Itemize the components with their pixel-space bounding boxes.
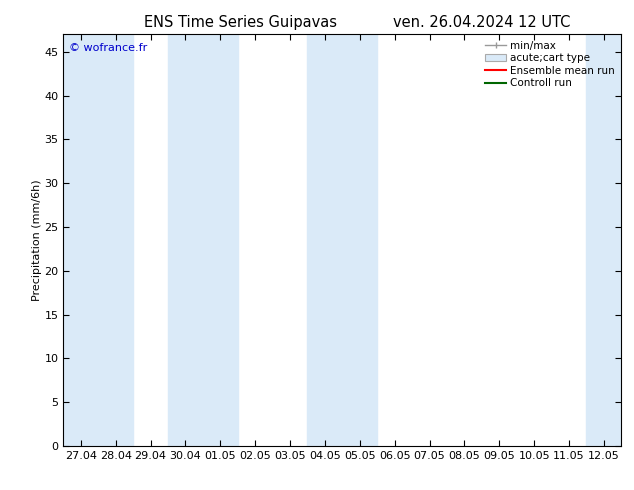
Bar bbox=[168, 34, 238, 446]
Y-axis label: Precipitation (mm/6h): Precipitation (mm/6h) bbox=[32, 179, 42, 301]
Bar bbox=[307, 34, 377, 446]
Text: ENS Time Series Guipavas: ENS Time Series Guipavas bbox=[145, 15, 337, 30]
Bar bbox=[63, 34, 133, 446]
Text: © wofrance.fr: © wofrance.fr bbox=[69, 43, 147, 52]
Bar bbox=[586, 34, 634, 446]
Legend: min/max, acute;cart type, Ensemble mean run, Controll run: min/max, acute;cart type, Ensemble mean … bbox=[481, 36, 619, 93]
Text: ven. 26.04.2024 12 UTC: ven. 26.04.2024 12 UTC bbox=[393, 15, 571, 30]
